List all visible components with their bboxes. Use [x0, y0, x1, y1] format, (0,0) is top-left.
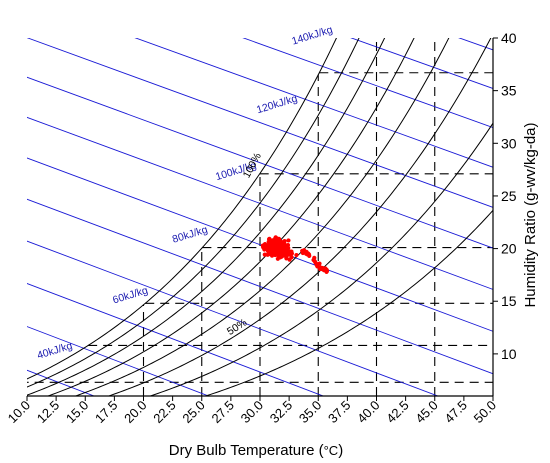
rh-curve-60 — [74, 38, 450, 396]
x-tick-label: 17.5 — [92, 398, 121, 427]
x-tick-label: 15.0 — [63, 398, 92, 427]
x-axis-label: Dry Bulb Temperature (°C) — [169, 442, 343, 459]
x-tick-label: 37.5 — [325, 398, 354, 427]
rh-curve-40 — [148, 122, 493, 396]
enthalpy-line-20 — [0, 0, 142, 459]
enthalpy-line-130 — [242, 38, 493, 129]
x-tick-label: 30.0 — [238, 398, 267, 427]
enthalpy-line-50 — [27, 283, 325, 396]
measurement-points — [260, 235, 329, 274]
data-point — [315, 262, 320, 267]
x-tick-label: 10.0 — [5, 398, 34, 427]
y-axis-label: Humidity Ratio (g-wv/kg-da) — [522, 122, 539, 307]
enthalpy-label: 60kJ/kg — [111, 284, 149, 306]
data-point — [294, 252, 299, 258]
x-tick-label: 25.0 — [179, 398, 208, 427]
rh-curve-50 — [107, 38, 492, 396]
data-point — [276, 253, 281, 258]
x-axis-label-main: Dry Bulb Temperature ( — [169, 442, 324, 459]
data-point — [288, 251, 293, 256]
x-tick-label: 12.5 — [34, 398, 63, 427]
x-axis-label-close: ) — [338, 442, 343, 459]
data-point — [276, 237, 282, 242]
data-point — [287, 257, 292, 262]
rh-curve-90 — [27, 38, 360, 388]
data-point — [272, 248, 277, 253]
y-tick-label: 35 — [501, 83, 517, 99]
data-point — [262, 252, 267, 257]
enthalpy-line-150 — [458, 38, 493, 51]
enthalpy-label: 40kJ/kg — [36, 340, 74, 362]
x-tick-label: 42.5 — [383, 398, 412, 427]
enthalpy-labels: 40kJ/kg60kJ/kg80kJ/kg100kJ/kg120kJ/kg140… — [36, 24, 335, 362]
enthalpy-label: 120kJ/kg — [255, 92, 299, 116]
relative-humidity-curves — [27, 38, 493, 396]
rh-curve-100 — [27, 38, 337, 380]
x-tick-label: 47.5 — [441, 398, 470, 427]
data-point — [312, 259, 317, 264]
rh-curve-80 — [27, 38, 386, 396]
y-tick-label: 10 — [501, 346, 517, 362]
enthalpy-label: 80kJ/kg — [171, 224, 209, 246]
x-tick-label: 50.0 — [471, 398, 500, 427]
rh-curve-30 — [204, 209, 493, 396]
x-tick-label: 40.0 — [354, 398, 383, 427]
data-point — [268, 239, 273, 244]
data-point — [280, 253, 285, 258]
data-point — [300, 248, 305, 254]
rh-curve-70 — [46, 38, 415, 396]
data-point — [282, 244, 287, 250]
data-point — [266, 252, 271, 257]
x-tick-label: 35.0 — [296, 398, 325, 427]
data-point — [317, 266, 323, 272]
data-point — [264, 244, 269, 249]
x-tick-label: 32.5 — [267, 398, 296, 427]
y-tick-label: 40 — [501, 30, 517, 46]
data-point — [324, 269, 329, 274]
data-point — [275, 248, 280, 253]
x-axis-label-unit: °C — [324, 443, 339, 458]
enthalpy-line-30 — [27, 369, 96, 396]
x-tick-label: 27.5 — [208, 398, 237, 427]
x-tick-label: 20.0 — [121, 398, 150, 427]
x-tick-label: 22.5 — [150, 398, 179, 427]
data-point — [272, 240, 277, 245]
x-tick-label: 45.0 — [412, 398, 441, 427]
enthalpy-line-40 — [27, 326, 210, 396]
y-tick-label: 25 — [501, 188, 517, 204]
enthalpy-line-140 — [350, 38, 493, 89]
y-tick-label: 15 — [501, 293, 517, 309]
y-tick-label: 30 — [501, 135, 517, 151]
data-point — [286, 238, 291, 243]
data-point — [304, 250, 309, 255]
dashed-guides — [27, 38, 493, 396]
y-tick-label: 20 — [501, 241, 517, 257]
data-point — [284, 248, 290, 253]
x-tick-labels: 10.0 12.5 15.0 17.5 20.0 22.5 25.0 27.5 30.0 32.5… — [5, 396, 500, 427]
data-point — [307, 253, 312, 258]
data-point — [284, 253, 289, 258]
y-tick-labels: 10 15 20 25 30 35 40 — [493, 30, 517, 362]
enthalpy-label: 140kJ/kg — [290, 24, 334, 48]
